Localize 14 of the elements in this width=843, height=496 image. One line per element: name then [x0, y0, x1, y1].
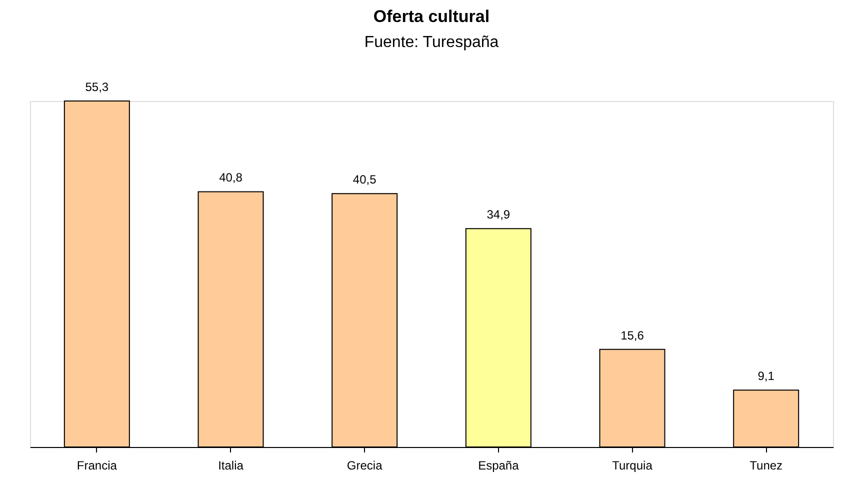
- x-tick-label: Francia: [76, 458, 118, 472]
- data-label: 40,8: [219, 170, 243, 185]
- data-label: 9,1: [758, 369, 775, 384]
- chart-title: Oferta cultural: [373, 7, 490, 26]
- chart-subtitle: Fuente: Turespaña: [364, 34, 499, 51]
- x-tick-label: Grecia: [346, 458, 383, 472]
- x-tick-label: España: [478, 458, 520, 472]
- x-tick-label: Turquia: [612, 458, 653, 472]
- data-label: 34,9: [486, 208, 510, 222]
- data-label: 15,6: [620, 328, 644, 342]
- x-tick-label: Italia: [218, 458, 244, 472]
- data-label: 55,3: [85, 80, 109, 94]
- data-label: 40,5: [352, 172, 377, 187]
- x-tick-label: Tunez: [750, 458, 783, 472]
